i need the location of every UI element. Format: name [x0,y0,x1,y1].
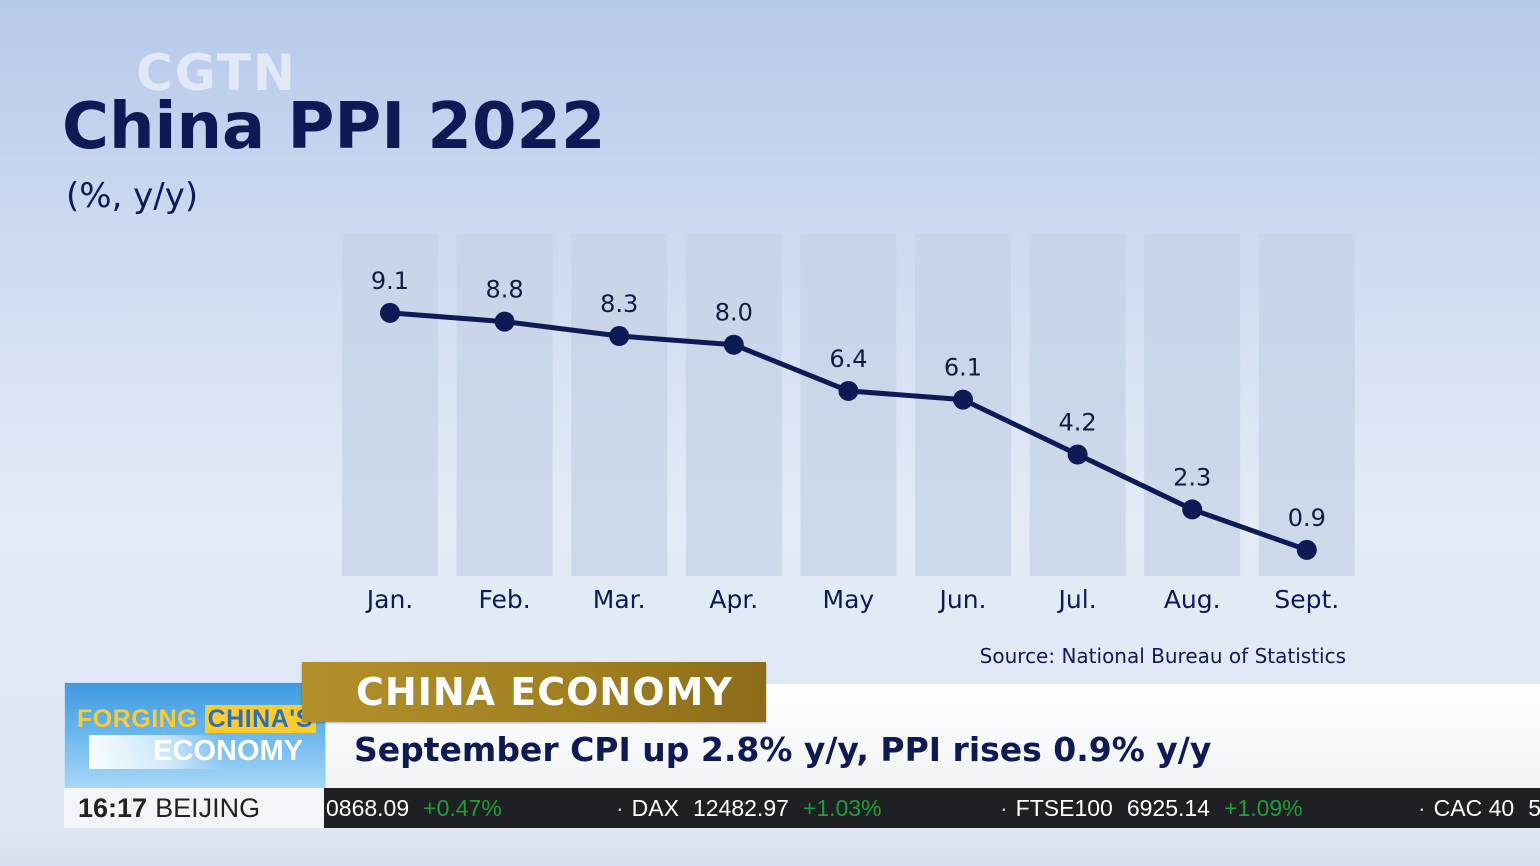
clock: 16:17 BEIJING [64,788,324,828]
program-logo: FORGING CHINA'S ECONOMY [64,682,326,790]
data-points [380,302,1317,560]
background-columns [342,234,1355,576]
x-tick-4: May [823,585,875,614]
column-2 [571,234,668,576]
column-4 [800,234,897,576]
data-point-2 [609,326,630,347]
data-label-4: 6.4 [829,345,867,373]
data-point-6 [1067,444,1088,465]
column-3 [685,234,782,576]
x-tick-2: Mar. [593,585,646,614]
column-8 [1258,234,1355,576]
column-7 [1144,234,1241,576]
clock-time: 16:17 [78,793,148,823]
data-label-2: 8.3 [600,290,638,318]
data-label-0: 9.1 [371,267,409,295]
data-point-0 [380,302,400,323]
data-point-5 [953,389,973,410]
x-tick-1: Feb. [478,585,530,614]
data-point-8 [1296,539,1317,560]
data-label-8: 0.9 [1288,504,1326,532]
ticker-item: · FTSE100 6925.14 +1.09% [1000,795,1303,821]
column-1 [456,234,553,576]
x-tick-3: Apr. [709,585,758,614]
ticker-item: · DAX 12482.97 +1.03% [616,795,882,821]
x-tick-8: Sept. [1274,585,1339,614]
clock-city: BEIJING [155,793,261,823]
market-ticker: 0868.09 +0.47% · DAX 12482.97 +1.03% · FTSE10… [324,788,1540,828]
bottom-strip [0,828,1540,866]
logo-line-1: FORGING CHINA'S [77,705,316,734]
ppi-line-chart: 9.1 8.8 8.3 8.0 6.4 6.1 4.2 2.3 0.9 Jan. Feb. Mar.… [342,234,1355,614]
data-point-1 [494,311,515,332]
x-tick-0: Jan. [365,585,413,614]
cgtn-watermark: CGTN [136,44,297,102]
x-tick-5: Jun. [937,585,986,614]
data-point-4 [838,380,859,401]
chart-title: China PPI 2022 [62,90,606,164]
x-tick-7: Aug. [1164,585,1221,614]
column-6 [1029,234,1126,576]
data-point-3 [723,334,744,355]
data-labels: 9.1 8.8 8.3 8.0 6.4 6.1 4.2 2.3 0.9 [371,267,1326,532]
x-tick-labels: Jan. Feb. Mar. Apr. May Jun. Jul. Aug. Sept. [365,585,1339,614]
data-label-5: 6.1 [944,354,982,382]
source-note: Source: National Bureau of Statistics [979,644,1346,668]
category-tag: CHINA ECONOMY [302,662,766,722]
data-label-7: 2.3 [1173,463,1211,491]
data-label-6: 4.2 [1059,409,1097,437]
x-tick-6: Jul. [1057,585,1097,614]
logo-line-2: ECONOMY [89,735,313,769]
data-label-1: 8.8 [486,276,524,304]
column-0 [342,234,438,576]
chart-subtitle: (%, y/y) [66,176,199,216]
ticker-item: · CAC 40 5 [1418,795,1540,821]
data-label-3: 8.0 [715,299,753,327]
news-headline: September CPI up 2.8% y/y, PPI rises 0.9… [354,730,1212,769]
data-point-7 [1182,499,1203,520]
ticker-item: 0868.09 +0.47% [326,795,502,821]
